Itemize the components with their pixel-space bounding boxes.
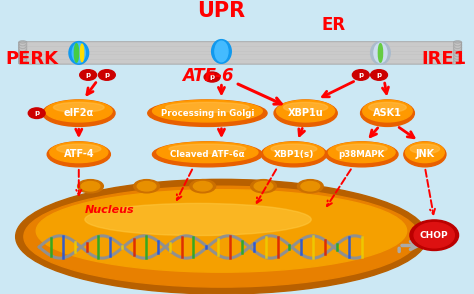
- Ellipse shape: [43, 100, 115, 126]
- Text: ATF-6: ATF-6: [182, 67, 233, 86]
- Text: Cleaved ATF-6α: Cleaved ATF-6α: [170, 150, 245, 159]
- Text: IRE1: IRE1: [421, 50, 466, 68]
- Ellipse shape: [36, 190, 407, 272]
- Text: p: p: [210, 74, 215, 80]
- Text: CHOP: CHOP: [420, 231, 448, 240]
- Ellipse shape: [166, 102, 249, 112]
- Ellipse shape: [271, 144, 317, 153]
- Text: Nucleus: Nucleus: [84, 205, 134, 215]
- Ellipse shape: [134, 180, 159, 193]
- Ellipse shape: [157, 142, 258, 163]
- Ellipse shape: [326, 142, 398, 167]
- Ellipse shape: [69, 42, 89, 64]
- Ellipse shape: [54, 102, 104, 112]
- Ellipse shape: [16, 179, 427, 294]
- Circle shape: [99, 70, 115, 80]
- Text: p: p: [34, 110, 39, 116]
- Ellipse shape: [337, 144, 387, 153]
- Circle shape: [371, 70, 387, 80]
- Ellipse shape: [74, 44, 79, 62]
- Text: p: p: [86, 72, 91, 78]
- FancyBboxPatch shape: [19, 42, 461, 64]
- Ellipse shape: [153, 100, 262, 122]
- Ellipse shape: [283, 102, 328, 112]
- Text: eIF2α: eIF2α: [64, 108, 94, 118]
- Ellipse shape: [190, 180, 216, 193]
- Ellipse shape: [57, 144, 101, 153]
- Ellipse shape: [254, 181, 273, 191]
- Ellipse shape: [148, 100, 267, 126]
- Ellipse shape: [85, 203, 311, 235]
- Text: PERK: PERK: [6, 50, 58, 68]
- Text: UPR: UPR: [197, 1, 246, 21]
- Ellipse shape: [81, 44, 84, 62]
- Circle shape: [410, 220, 458, 250]
- Ellipse shape: [169, 144, 246, 153]
- Ellipse shape: [277, 100, 335, 122]
- Ellipse shape: [261, 142, 327, 167]
- Ellipse shape: [363, 100, 412, 122]
- Text: XBP1u: XBP1u: [288, 108, 323, 118]
- Ellipse shape: [298, 180, 323, 193]
- Ellipse shape: [47, 142, 110, 167]
- Ellipse shape: [264, 142, 324, 163]
- Circle shape: [204, 72, 220, 82]
- Ellipse shape: [153, 142, 263, 167]
- Ellipse shape: [24, 186, 419, 287]
- Ellipse shape: [361, 100, 414, 126]
- Ellipse shape: [369, 102, 406, 112]
- Circle shape: [28, 108, 45, 118]
- Text: p: p: [376, 72, 382, 78]
- Ellipse shape: [137, 181, 156, 191]
- Ellipse shape: [46, 100, 112, 122]
- Text: XBP1(s): XBP1(s): [274, 150, 314, 159]
- Text: JNK: JNK: [415, 149, 435, 159]
- Ellipse shape: [328, 142, 395, 163]
- Text: ER: ER: [322, 16, 346, 34]
- Circle shape: [80, 70, 97, 80]
- Ellipse shape: [72, 43, 85, 63]
- Ellipse shape: [301, 181, 319, 191]
- Text: p: p: [104, 72, 109, 78]
- Text: p: p: [358, 72, 364, 78]
- Ellipse shape: [193, 181, 212, 191]
- Ellipse shape: [406, 142, 444, 163]
- Text: p38MAPK: p38MAPK: [338, 150, 385, 159]
- Ellipse shape: [78, 180, 103, 193]
- Ellipse shape: [378, 44, 383, 62]
- Text: ASK1: ASK1: [373, 108, 402, 118]
- Text: ATF-4: ATF-4: [64, 149, 94, 159]
- Ellipse shape: [81, 181, 100, 191]
- Ellipse shape: [374, 43, 387, 63]
- Ellipse shape: [371, 42, 390, 64]
- Ellipse shape: [274, 100, 337, 126]
- Ellipse shape: [50, 142, 108, 163]
- Ellipse shape: [211, 40, 231, 63]
- Ellipse shape: [404, 142, 446, 167]
- Ellipse shape: [215, 41, 228, 62]
- Circle shape: [414, 223, 455, 248]
- Text: Processing in Golgi: Processing in Golgi: [161, 109, 254, 118]
- Ellipse shape: [251, 180, 276, 193]
- Circle shape: [352, 70, 369, 80]
- Ellipse shape: [410, 144, 439, 153]
